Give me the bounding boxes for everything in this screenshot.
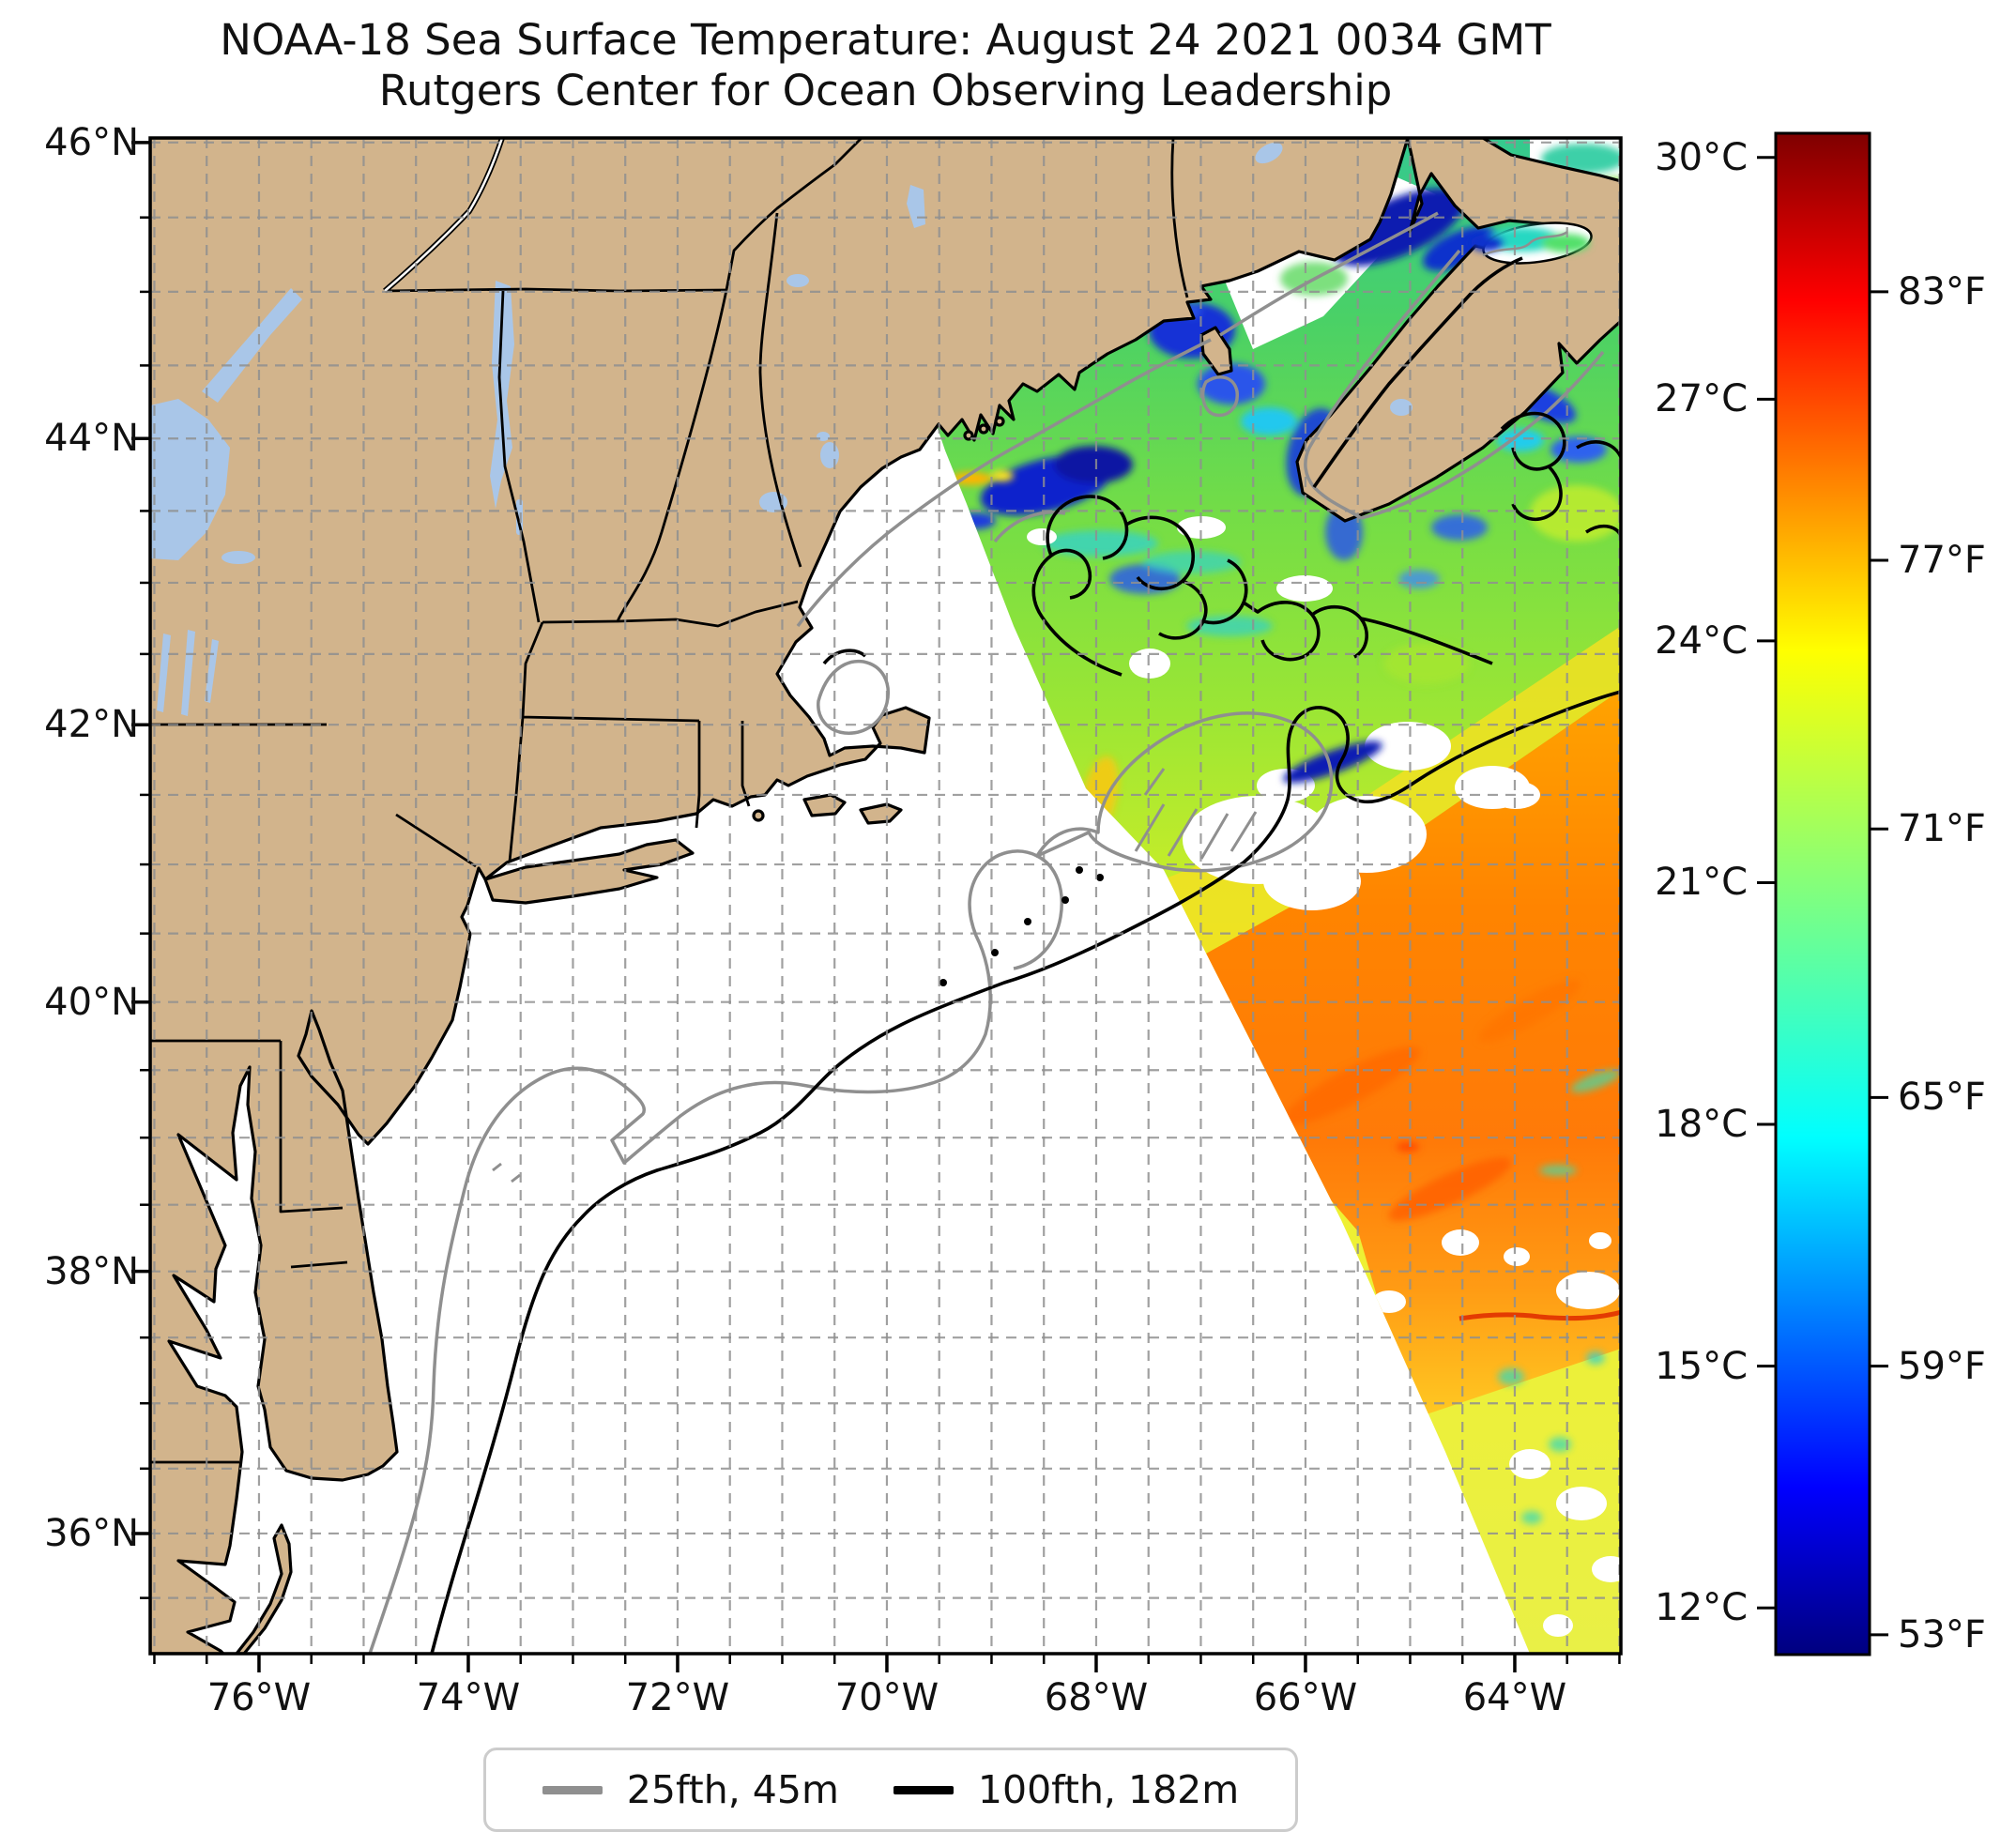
border-45n [384, 287, 727, 293]
island-nantucket [859, 802, 903, 825]
figure-title: NOAA-18 Sea Surface Temperature: August … [220, 15, 1551, 65]
colorbar-tick-marks [1757, 156, 1888, 1637]
y-tick-label: 44°N [44, 417, 139, 461]
border-me-nh [758, 212, 802, 568]
lake-nb-grand [1255, 142, 1283, 164]
colorbar-fahrenheit-label: 77°F [1898, 539, 1986, 583]
border-nj-ny [395, 813, 477, 868]
lake-rossignol [1390, 399, 1413, 416]
legend-item-182m: 100fth, 182m [893, 1767, 1239, 1812]
x-tick-label: 64°W [1462, 1676, 1567, 1719]
bathymetry-legend: 25fth, 45m 100fth, 182m [483, 1748, 1298, 1832]
border-md-va-delmarva [290, 1260, 348, 1269]
island-penobscot-1 [994, 416, 1005, 427]
figure-subtitle: Rutgers Center for Ocean Observing Leade… [378, 66, 1393, 115]
colorbar-celsius-label: 15°C [1655, 1344, 1748, 1388]
finger-lake-3 [205, 639, 219, 703]
border-ma-north [542, 600, 799, 628]
coastline-outer-banks [235, 1523, 293, 1654]
colorbar [1757, 131, 1888, 1656]
island-block [752, 809, 765, 822]
y-tick-label: 40°N [44, 980, 139, 1024]
colorbar-bar [1774, 131, 1871, 1656]
st-lawrence-upper [202, 288, 302, 403]
x-tick-label: 74°W [416, 1676, 521, 1719]
border-canada-ne [725, 138, 863, 291]
lake-champlain [490, 281, 514, 509]
border-ri [695, 721, 751, 829]
colorbar-fahrenheit-label: 65°F [1898, 1076, 1986, 1120]
border-de-md [279, 1041, 344, 1214]
bathymetry-182m [430, 256, 1621, 1654]
lake-rangeley [787, 274, 809, 287]
y-tick-label: 46°N [44, 120, 139, 164]
legend-label-45m: 25fth, 45m [626, 1767, 839, 1812]
x-tick-label: 72°W [625, 1676, 730, 1719]
lake-oneida [221, 551, 255, 564]
y-tick-label: 38°N [44, 1249, 139, 1293]
island-penobscot-3 [963, 430, 974, 441]
minas-basin-sst [1471, 227, 1590, 252]
finger-lake-2 [181, 630, 195, 716]
colorbar-celsius-label: 12°C [1655, 1586, 1748, 1630]
legend-line-45m [542, 1785, 603, 1794]
colorbar-celsius-label: 30°C [1655, 135, 1748, 179]
y-tick-label: 42°N [44, 703, 139, 747]
border-vt-nh [616, 289, 728, 622]
coastline-mainland [150, 138, 1410, 1654]
axis-ticks [131, 141, 1621, 1672]
y-tick-label: 36°N [44, 1511, 139, 1555]
colorbar-fahrenheit-label: 59°F [1898, 1344, 1986, 1388]
x-tick-label: 70°W [834, 1676, 939, 1719]
lake-maine-small [817, 432, 830, 441]
colorbar-fahrenheit-label: 71°F [1898, 807, 1986, 851]
border-me-nb [1170, 138, 1189, 298]
legend-item-45m: 25fth, 45m [542, 1767, 839, 1812]
gridlines [150, 138, 1621, 1654]
x-tick-label: 66°W [1253, 1676, 1358, 1719]
colorbar-fahrenheit-label: 83°F [1898, 269, 1986, 313]
legend-label-182m: 100fth, 182m [977, 1767, 1240, 1812]
legend-line-182m [893, 1785, 954, 1794]
colorbar-fahrenheit-label: 53°F [1898, 1612, 1986, 1656]
x-tick-label: 68°W [1044, 1676, 1149, 1719]
map-plot-area [150, 138, 1621, 1654]
finger-lake-1 [157, 633, 171, 712]
x-tick-label: 76°W [206, 1676, 312, 1719]
colorbar-celsius-label: 18°C [1655, 1103, 1748, 1147]
colorbar-celsius-label: 27°C [1655, 377, 1748, 421]
colorbar-celsius-label: 21°C [1655, 861, 1748, 905]
island-long-island [483, 838, 695, 905]
cloud-holes [1027, 377, 1621, 1637]
colorbar-celsius-label: 24°C [1655, 618, 1748, 663]
lake-sebago [820, 442, 839, 468]
island-penobscot-2 [978, 423, 989, 435]
coastline-nova-scotia [1295, 138, 1621, 523]
border-ny-vt [497, 290, 541, 623]
